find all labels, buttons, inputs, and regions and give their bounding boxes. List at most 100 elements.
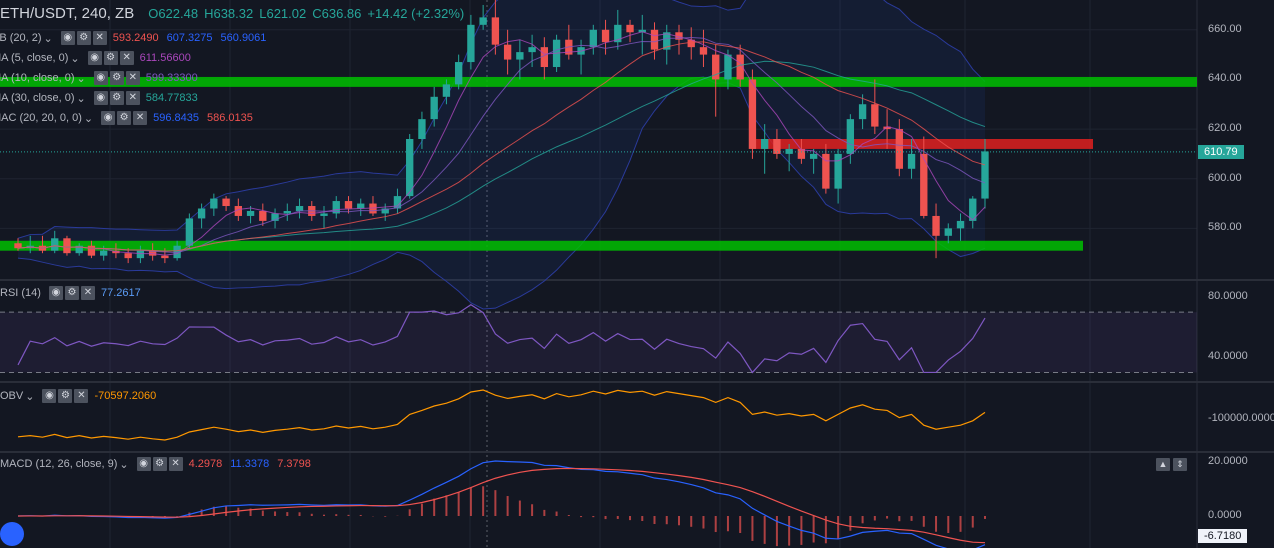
eye-icon[interactable]: ◉ [93, 71, 108, 85]
rsi-name[interactable]: RSI (14) [0, 287, 41, 299]
candle-body [344, 201, 353, 209]
candle-body [246, 210, 255, 216]
bollinger-upper [17, 0, 986, 239]
indicator-value: 607.3275 [166, 32, 213, 44]
support-zone-upper [0, 76, 1197, 87]
candle-body [589, 29, 597, 48]
macd-name[interactable]: MACD (12, 26, close, 9) [0, 458, 118, 470]
candle-body [295, 206, 304, 211]
close-icon[interactable]: ✕ [125, 71, 140, 85]
candle-body [185, 218, 194, 246]
indicator-legend: MA (10, close, 0) ⌄ ◉ ⚙ ✕ 599.33300 [0, 70, 206, 86]
candle-body [981, 151, 989, 199]
obv-line [17, 389, 986, 441]
indicator-name[interactable]: MA (10, close, 0) [0, 72, 75, 84]
collapse-icon[interactable]: ⇕ [1173, 458, 1187, 471]
gear-icon[interactable]: ⚙ [58, 389, 73, 403]
candle-body [895, 129, 903, 169]
eye-icon[interactable]: ◉ [60, 31, 75, 45]
gear-icon[interactable]: ⚙ [109, 71, 124, 85]
candle-body [430, 96, 438, 120]
gear-icon[interactable]: ⚙ [109, 91, 124, 105]
candle-body [748, 79, 757, 149]
candle-body [332, 201, 340, 214]
obv-legend: OBV ⌄ ◉ ⚙ ✕ -70597.2060 [0, 388, 164, 404]
candle-body [724, 54, 732, 80]
indicator-value: 599.33300 [145, 72, 198, 84]
chevron-down-icon[interactable]: ⌄ [70, 52, 80, 65]
candle-body [712, 54, 720, 80]
price-tick-label: 580.00 [1208, 221, 1242, 234]
eye-icon[interactable]: ◉ [101, 111, 116, 125]
candle-body [222, 198, 230, 207]
macd-hist-value: 7.3798 [277, 458, 311, 470]
candle-body [381, 208, 389, 214]
candle-body [418, 119, 426, 139]
price-tick-label: 620.00 [1208, 122, 1242, 135]
obv-name[interactable]: OBV [0, 390, 24, 402]
candle-body [454, 62, 463, 85]
chevron-down-icon[interactable]: ⌄ [25, 390, 35, 403]
indicator-legend: MA (5, close, 0)⌄ ◉⚙✕ 611.56600 [0, 50, 199, 66]
close-icon[interactable]: ✕ [92, 31, 107, 45]
indicator-value: 560.9061 [220, 32, 267, 44]
close-icon[interactable]: ✕ [125, 91, 140, 105]
gear-icon[interactable]: ⚙ [64, 286, 79, 300]
close-icon[interactable]: ✕ [119, 51, 134, 65]
close-icon[interactable]: ✕ [80, 286, 95, 300]
close-icon[interactable]: ✕ [168, 457, 183, 471]
indicator-name[interactable]: MA (5, close, 0) [0, 52, 69, 64]
candle-body [271, 213, 279, 221]
eye-icon[interactable]: ◉ [87, 51, 102, 65]
gear-icon[interactable]: ⚙ [76, 31, 91, 45]
chevron-down-icon[interactable]: ⌄ [43, 32, 53, 45]
candle-body [197, 208, 206, 219]
gear-icon[interactable]: ⚙ [103, 51, 118, 65]
candle-body [467, 24, 475, 63]
candle-body [393, 196, 402, 209]
symbol-title[interactable]: ETH/USDT, 240, ZB [0, 4, 135, 22]
pane-controls: ▲ ⇕ [1156, 458, 1187, 471]
resistance-zone [752, 139, 1093, 149]
rsi-band [0, 312, 1197, 373]
candle-body [320, 213, 328, 216]
candle-body [871, 104, 879, 127]
indicator-value: 596.8435 [153, 112, 199, 124]
indicator-name[interactable]: MAC (20, 20, 0, 0) [0, 112, 82, 124]
candle-body [357, 203, 365, 209]
close-icon[interactable]: ✕ [133, 111, 148, 125]
gear-icon[interactable]: ⚙ [152, 457, 167, 471]
change-value: +14.42 (+2.32%) [367, 5, 465, 21]
chevron-down-icon[interactable]: ⌄ [119, 458, 129, 471]
candle-body [406, 139, 414, 197]
candle-body [663, 32, 671, 50]
chevron-down-icon[interactable]: ⌄ [76, 92, 86, 105]
indicator-name[interactable]: MA (30, close, 0) [0, 92, 75, 104]
candle-body [614, 24, 622, 43]
candle-body [528, 47, 536, 53]
maximize-icon[interactable]: ▲ [1156, 458, 1170, 471]
ma10-line [17, 36, 986, 254]
candle-body [540, 47, 549, 68]
tradingview-logo-icon[interactable] [0, 522, 24, 546]
candle-body [479, 17, 487, 25]
chevron-down-icon[interactable]: ⌄ [76, 72, 86, 85]
candle-body [797, 148, 806, 159]
candle-body [63, 238, 71, 254]
eye-icon[interactable]: ◉ [48, 286, 63, 300]
eye-icon[interactable]: ◉ [42, 389, 57, 403]
candle-body [834, 153, 842, 189]
close-icon[interactable]: ✕ [74, 389, 89, 403]
candle-body [907, 153, 916, 169]
rsi-value: 77.2617 [100, 287, 141, 299]
symbol-header: ETH/USDT, 240, ZB O622.48 H638.32 L621.0… [0, 2, 470, 24]
eye-icon[interactable]: ◉ [136, 457, 151, 471]
eye-icon[interactable]: ◉ [93, 91, 108, 105]
candle-body [858, 104, 867, 120]
candle-body [100, 250, 108, 256]
rsi-line [17, 304, 986, 374]
gear-icon[interactable]: ⚙ [117, 111, 132, 125]
chevron-down-icon[interactable]: ⌄ [83, 112, 94, 125]
indicator-name[interactable]: BB (20, 2) [0, 32, 42, 44]
